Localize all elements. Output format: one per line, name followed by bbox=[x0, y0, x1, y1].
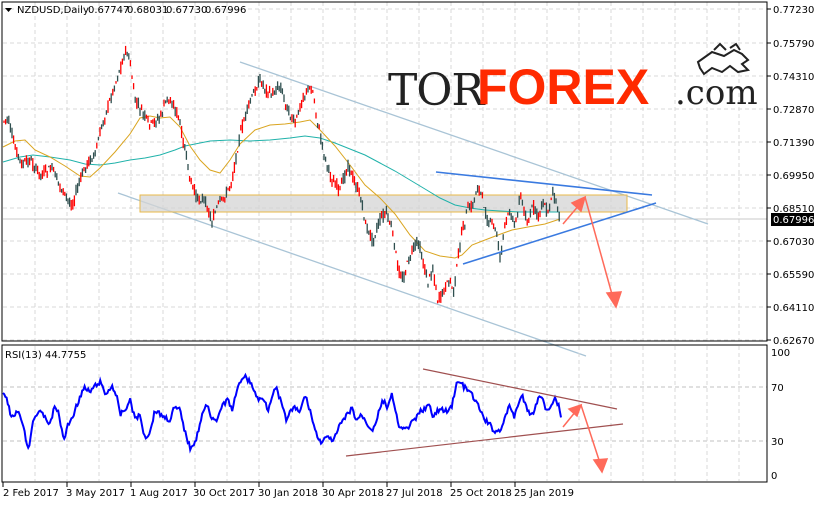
time-axis: 2 Feb 2017 3 May 2017 1 Aug 2017 30 Oct … bbox=[2, 481, 767, 499]
svg-text:100: 100 bbox=[771, 348, 790, 359]
price-tick-label: 0.77230 bbox=[773, 5, 814, 16]
ma-slow-line bbox=[2, 135, 560, 213]
price-tick-label: 0.67030 bbox=[773, 237, 814, 248]
svg-text:27 Jul 2018: 27 Jul 2018 bbox=[386, 488, 443, 499]
rsi-grid bbox=[3, 346, 767, 481]
svg-text:25 Oct 2018: 25 Oct 2018 bbox=[450, 488, 512, 499]
price-tick-label: 0.65590 bbox=[773, 270, 814, 281]
price-candles bbox=[3, 45, 560, 304]
svg-text:30 Apr 2018: 30 Apr 2018 bbox=[322, 488, 384, 499]
rsi-axis: 100 70 30 0 bbox=[771, 348, 790, 482]
price-tick-label: 0.74310 bbox=[773, 72, 814, 83]
rsi-line bbox=[2, 372, 562, 454]
svg-text:2 Feb 2017: 2 Feb 2017 bbox=[3, 488, 59, 499]
svg-text:30 Jan 2018: 30 Jan 2018 bbox=[258, 488, 318, 499]
svg-text:70: 70 bbox=[771, 383, 784, 394]
bull-icon bbox=[696, 42, 751, 76]
price-tick-label: 0.75790 bbox=[773, 39, 814, 50]
watermark-forex: FOREX bbox=[477, 59, 649, 115]
rsi-label: RSI(13) 44.7755 bbox=[5, 350, 86, 361]
svg-text:1 Aug 2017: 1 Aug 2017 bbox=[130, 488, 188, 499]
ma-fast-line bbox=[2, 115, 561, 259]
current-price-badge bbox=[771, 213, 814, 226]
main-grid bbox=[3, 2, 767, 341]
watermark-com: .com bbox=[675, 73, 758, 113]
chart-header: NZDUSD,Daily 0.67747 0.68031 0.67730 0.6… bbox=[5, 5, 246, 16]
price-tick-label: 0.62670 bbox=[773, 336, 814, 347]
svg-text:30: 30 bbox=[771, 437, 784, 448]
watermark-tor: TOR bbox=[388, 65, 486, 116]
open-value: 0.67747 bbox=[88, 5, 129, 16]
svg-text:0: 0 bbox=[771, 471, 777, 482]
descending-channel bbox=[117, 61, 709, 357]
svg-text:3 May 2017: 3 May 2017 bbox=[66, 488, 125, 499]
price-tick-label: 0.71390 bbox=[773, 138, 814, 149]
price-tick-label: 0.69950 bbox=[773, 171, 814, 182]
close-value: 0.67996 bbox=[205, 5, 246, 16]
high-value: 0.68031 bbox=[127, 5, 168, 16]
svg-text:25 Jan 2019: 25 Jan 2019 bbox=[514, 488, 574, 499]
svg-text:30 Oct 2017: 30 Oct 2017 bbox=[193, 488, 255, 499]
watermark-logo: TOR FOREX .com bbox=[388, 42, 758, 116]
triangle-down-icon[interactable] bbox=[5, 8, 12, 12]
low-value: 0.67730 bbox=[166, 5, 207, 16]
triangle-pattern bbox=[435, 171, 657, 265]
symbol-label: NZDUSD,Daily bbox=[17, 5, 89, 16]
price-tick-label: 0.64110 bbox=[773, 303, 814, 314]
forecast-arrows bbox=[562, 195, 623, 309]
rsi-trendlines bbox=[345, 368, 624, 457]
price-tick-label: 0.68510 bbox=[773, 204, 814, 215]
price-axis: 0.77230 0.75790 0.74310 0.72870 0.71390 0.699… bbox=[766, 2, 814, 347]
price-tick-label: 0.72870 bbox=[773, 105, 814, 116]
rsi-forecast-arrows bbox=[562, 403, 609, 474]
current-price-label: 0.67996 bbox=[773, 215, 814, 226]
